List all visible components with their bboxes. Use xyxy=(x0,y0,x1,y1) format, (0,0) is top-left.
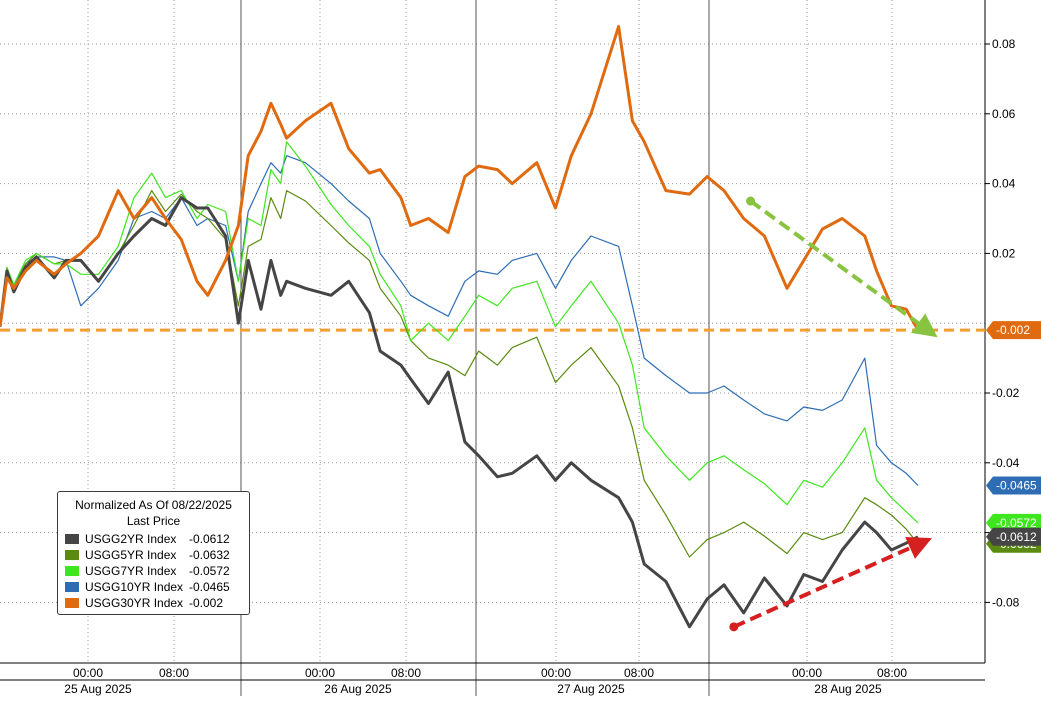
value-tag: -0.0572 xyxy=(986,513,1041,532)
legend-series-value: -0.0612 xyxy=(189,532,230,546)
legend-row-usgg7yr: USGG7YR Index -0.0572 xyxy=(58,563,249,579)
value-tag-label: -0.0572 xyxy=(996,516,1037,530)
date-label: 26 Aug 2025 xyxy=(324,682,392,696)
x-tick-label: 00:00 xyxy=(73,666,103,680)
x-tick-label: 00:00 xyxy=(792,666,822,680)
y-tick-label: 0.02 xyxy=(992,246,1016,260)
value-tag: -0.0612 xyxy=(986,527,1041,546)
series-line-usgg10yr xyxy=(0,155,919,486)
value-tag-shape xyxy=(986,476,1041,495)
x-tick-label: 08:00 xyxy=(877,666,907,680)
y-tick-label: 0.04 xyxy=(992,177,1016,191)
legend-series-value: -0.0632 xyxy=(189,548,230,562)
x-tick-label: 08:00 xyxy=(624,666,654,680)
y-tick-label: -0.04 xyxy=(992,456,1020,470)
y-tick-label: -0.08 xyxy=(992,595,1020,609)
x-tick-label: 00:00 xyxy=(305,666,335,680)
x-tick-labels: 00:00 08:00 00:00 08:00 00:00 08:00 00:00 08:00 xyxy=(73,666,907,680)
value-tag-label: -0.002 xyxy=(996,323,1030,337)
x-tick-label: 00:00 xyxy=(541,666,571,680)
legend-row-usgg30yr: USGG30YR Index -0.002 xyxy=(58,595,249,611)
legend-series-name: USGG10YR Index xyxy=(85,580,184,594)
x-tick-label: 08:00 xyxy=(391,666,421,680)
legend-series-value: -0.002 xyxy=(189,596,224,610)
date-label: 27 Aug 2025 xyxy=(557,682,625,696)
y-tick-label: 0.06 xyxy=(992,107,1016,121)
legend-swatch-usgg10yr xyxy=(65,582,79,592)
series-line-usgg5yr xyxy=(0,190,919,558)
trend-annotations xyxy=(729,196,938,632)
legend-title: Normalized As Of 08/22/2025 xyxy=(75,498,232,512)
series-line-usgg7yr xyxy=(0,141,919,524)
value-tag-shape xyxy=(986,321,1041,340)
date-label: 25 Aug 2025 xyxy=(64,682,132,696)
date-label: 28 Aug 2025 xyxy=(814,682,882,696)
trend-arrow-start xyxy=(746,196,756,206)
legend-swatch-usgg30yr xyxy=(65,598,79,608)
value-tag: -0.0465 xyxy=(986,476,1041,495)
legend-swatch-usgg7yr xyxy=(65,566,79,576)
value-tag-label: -0.0465 xyxy=(996,478,1037,492)
y-tick-label: 0.08 xyxy=(992,37,1016,51)
legend-row-usgg2yr: USGG2YR Index -0.0612 xyxy=(58,531,249,547)
legend-subtitle: Last Price xyxy=(126,514,181,528)
series-lines xyxy=(0,25,920,629)
chart-legend: Normalized As Of 08/22/2025 Last Price U… xyxy=(57,491,250,615)
series-line-usgg2yr xyxy=(0,196,919,629)
legend-series-name: USGG5YR Index xyxy=(85,548,177,562)
legend-row-usgg5yr: USGG5YR Index -0.0632 xyxy=(58,547,249,563)
legend-series-name: USGG30YR Index xyxy=(85,596,184,610)
trend-arrow-red xyxy=(733,537,932,629)
trend-arrow-green xyxy=(749,199,938,338)
legend-swatch-usgg5yr xyxy=(65,550,79,560)
date-labels: 25 Aug 2025 26 Aug 2025 27 Aug 2025 28 Aug … xyxy=(64,682,882,696)
value-tags: -0.0465-0.0572-0.0632-0.0612-0.002 xyxy=(986,321,1041,553)
y-tick-label: -0.02 xyxy=(992,386,1020,400)
legend-series-value: -0.0572 xyxy=(189,564,230,578)
legend-row-usgg10yr: USGG10YR Index -0.0465 xyxy=(58,579,249,595)
value-tag-label: -0.0612 xyxy=(996,530,1037,544)
legend-swatch-usgg2yr xyxy=(65,534,79,544)
legend-series-name: USGG7YR Index xyxy=(85,564,177,578)
series-line-usgg30yr xyxy=(0,25,920,331)
x-tick-label: 08:00 xyxy=(159,666,189,680)
value-tag: -0.002 xyxy=(986,321,1041,340)
trend-arrow-start xyxy=(729,622,739,632)
value-tag-shape xyxy=(986,513,1041,532)
legend-series-name: USGG2YR Index xyxy=(85,532,177,546)
legend-series-value: -0.0465 xyxy=(189,580,230,594)
value-tag-shape xyxy=(986,527,1041,546)
